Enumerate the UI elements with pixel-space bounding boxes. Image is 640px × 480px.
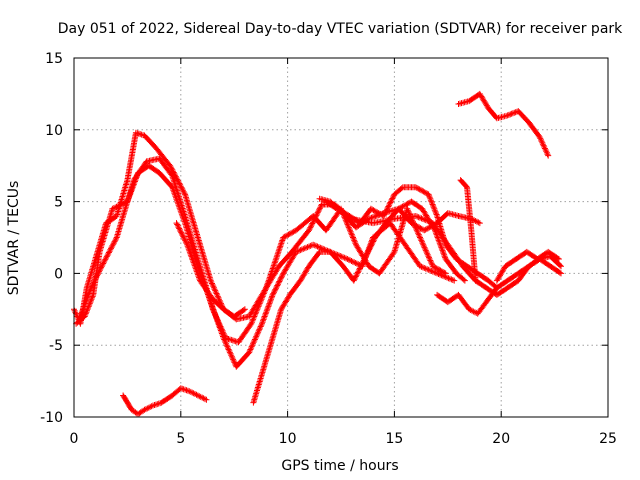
marker-trail-track-13	[455, 90, 552, 159]
series-track-10	[493, 248, 562, 284]
x-tick-label: 15	[385, 431, 403, 447]
x-tick-label: 20	[492, 431, 510, 447]
series-track-13	[455, 90, 552, 159]
plot-frame	[73, 57, 609, 418]
series-track-3	[77, 155, 449, 346]
marker-trail-track-4	[173, 220, 248, 320]
y-tick-label: 0	[54, 266, 63, 282]
y-tick-label: -10	[40, 410, 63, 426]
marker-trail-track-7	[316, 195, 483, 234]
marker-trail-track-3	[77, 155, 449, 346]
series-track-12	[120, 385, 210, 418]
y-tick-label: 5	[54, 195, 63, 211]
y-tick-label: 10	[45, 123, 63, 139]
marker-trail-track-12	[120, 385, 210, 418]
y-axis-label: SDTVAR / TECUs	[6, 181, 22, 296]
grid-lines	[74, 58, 608, 417]
y-tick-label: 15	[45, 51, 63, 67]
marker-trail-track-5	[250, 198, 468, 406]
series-track-7	[316, 195, 483, 234]
series-track-4	[173, 220, 248, 320]
x-tick-label: 5	[176, 431, 185, 447]
axis-ticks	[73, 57, 609, 418]
x-tick-label: 10	[279, 431, 297, 447]
marker-trail-track-10	[493, 248, 562, 284]
y-tick-label: -5	[49, 338, 63, 354]
series-track-5	[250, 198, 468, 406]
series-track-11	[457, 177, 479, 284]
x-tick-label: 0	[70, 431, 79, 447]
x-axis-label: GPS time / hours	[281, 458, 398, 474]
tick-labels: 0 5 10 15 20 25 -10 -5 0 5 10 15	[40, 51, 617, 447]
chart-title: Day 051 of 2022, Sidereal Day-to-day VTE…	[58, 21, 623, 37]
x-tick-label: 25	[599, 431, 617, 447]
marker-trail-track-11	[457, 177, 479, 284]
data-points	[71, 90, 565, 418]
